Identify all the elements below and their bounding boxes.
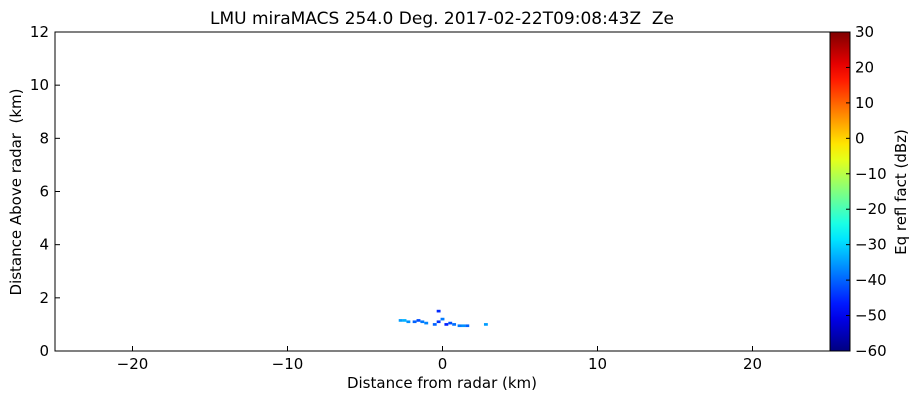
echo-cell [461,324,466,328]
echo-cell [406,320,411,324]
x-tick-label: −20 [117,355,149,373]
colorbar-label: Eq refl fact (dBz) [892,129,910,255]
colorbar-tick-label: 30 [855,23,874,41]
echo-cell [436,320,441,324]
x-tick-label: 20 [743,355,762,373]
echo-cell [452,323,457,326]
colorbar [829,31,851,352]
echo-cell [457,324,462,328]
echo-cell [420,320,425,324]
echo-cell [416,319,421,322]
colorbar-tick-label: 20 [855,58,874,76]
echo-cell [440,317,445,321]
colorbar-tick-label: −50 [855,307,887,325]
echo-cell [444,323,449,326]
colorbar-tick-label: −40 [855,271,887,289]
y-axis-label: Distance Above radar (km) [7,89,25,296]
y-tick-label: 6 [39,183,49,201]
y-tick-label: 8 [39,129,49,147]
colorbar-tick-label: −10 [855,165,887,183]
y-tick-label: 2 [39,289,49,307]
plot-frame [54,31,831,352]
echo-cell [465,324,470,328]
echo-cell [412,320,417,324]
x-axis-label: Distance from radar (km) [347,374,537,392]
echo-cell [448,321,453,325]
x-tick-label: −10 [272,355,304,373]
echo-cell [436,309,441,313]
colorbar-tick-label: −30 [855,236,887,254]
colorbar-tick-label: 10 [855,94,874,112]
echo-cell [402,319,407,322]
colorbar-tick-label: −60 [855,342,887,360]
y-tick-label: 10 [30,76,49,94]
echo-cell [432,323,437,326]
y-tick-label: 4 [39,236,49,254]
x-tick-label: 10 [588,355,607,373]
echo-cell [398,319,403,322]
y-tick-label: 0 [39,342,49,360]
y-tick-label: 12 [30,23,49,41]
colorbar-tick-label: −20 [855,200,887,218]
echo-cell [424,321,429,325]
echo-cell [483,323,488,326]
colorbar-tick-label: 0 [855,129,865,147]
x-tick-label: 0 [438,355,448,373]
chart-title: LMU miraMACS 254.0 Deg. 2017-02-22T09:08… [210,9,674,29]
